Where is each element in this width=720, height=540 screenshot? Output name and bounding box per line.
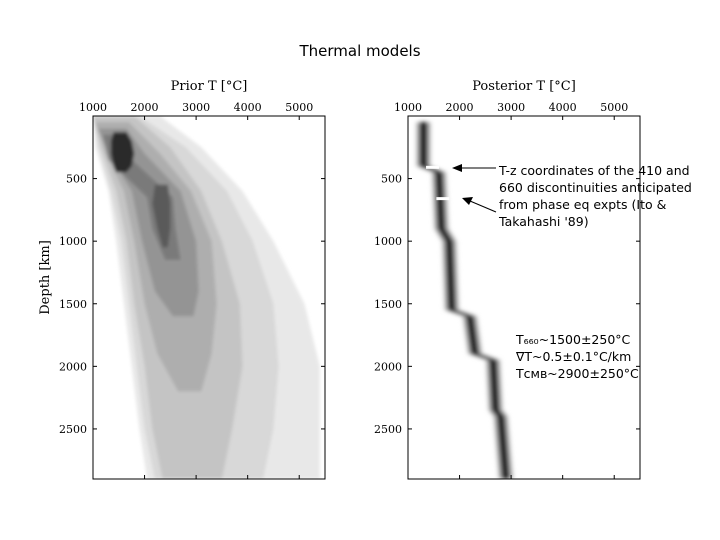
y-tick-label: 1000 — [374, 235, 402, 248]
contour-level-8 — [111, 132, 135, 173]
y-tick-label: 500 — [66, 173, 87, 186]
contour-level-7 — [152, 184, 171, 248]
y-tick-label: 2000 — [374, 360, 402, 373]
x-tick-label: 3000 — [182, 101, 210, 114]
y-tick-label: 2500 — [374, 423, 402, 436]
x-tick-label: 4000 — [234, 101, 262, 114]
posterior-band — [415, 122, 514, 479]
page-title: Thermal models — [299, 42, 421, 60]
axes-frame — [92, 115, 326, 480]
x-tick-label: 1000 — [79, 101, 107, 114]
annotation-arrows — [452, 164, 497, 213]
x-tick-label: 4000 — [549, 101, 577, 114]
y-tick-label: 1500 — [59, 298, 87, 311]
prior-panel: 1000 2000 3000 4000 5000 500 1000 1500 2000 2500 P… — [38, 79, 326, 480]
y-tick-label: 2000 — [59, 360, 87, 373]
plot-area — [415, 122, 514, 479]
x-tick-label: 1000 — [394, 101, 422, 114]
y-tick-label: 1000 — [59, 235, 87, 248]
density-contours — [93, 116, 320, 479]
axes-frame — [407, 115, 641, 480]
x-tick-label: 2000 — [446, 101, 474, 114]
x-tick-label: 5000 — [285, 101, 313, 114]
x-tick-label: 5000 — [600, 101, 628, 114]
stats-line-t660: T₆₆₀~1500±250°C — [516, 332, 631, 347]
x-tick-label: 3000 — [497, 101, 525, 114]
y-axis-label: Depth [km] — [38, 240, 53, 315]
x-tick-label: 2000 — [131, 101, 159, 114]
axis-title: Prior T [°C] — [171, 79, 248, 94]
y-tick-label: 500 — [381, 173, 402, 186]
contour-level-5 — [98, 128, 199, 317]
y-tick-label: 1500 — [374, 298, 402, 311]
axis-title: Posterior T [°C] — [472, 79, 576, 94]
plot-area — [93, 116, 320, 479]
stats-line-gradient: ∇T~0.5±0.1°C/km — [516, 349, 632, 364]
posterior-panel: 1000 2000 3000 4000 5000 500 1000 1500 2000 2500 P… — [374, 79, 641, 480]
y-tick-label: 2500 — [59, 423, 87, 436]
stats-line-tcmb: Tᴄᴍʙ~2900±250°C — [516, 366, 639, 381]
discontinuities-annotation: T-z coordinates of the 410 and 660 disco… — [499, 163, 692, 229]
